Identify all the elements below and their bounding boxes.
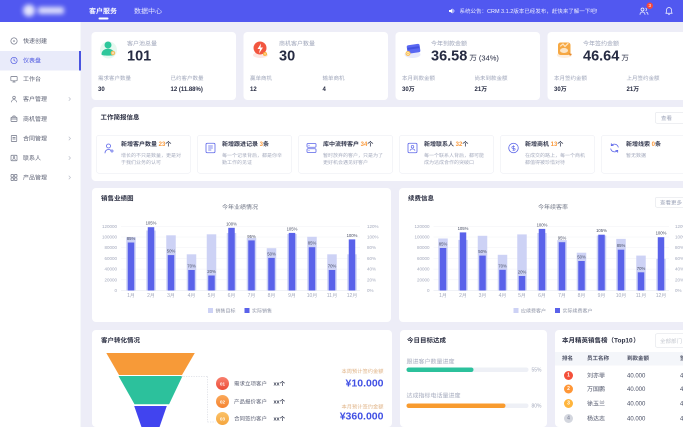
svg-text:60000: 60000	[417, 256, 430, 261]
svg-text:100%: 100%	[656, 231, 667, 236]
svg-text:85%: 85%	[439, 242, 448, 247]
svg-text:20%: 20%	[518, 270, 527, 275]
svg-text:40000: 40000	[104, 267, 117, 272]
svg-text:120%: 120%	[675, 224, 683, 229]
svg-text:50%: 50%	[267, 251, 276, 256]
svg-text:80%: 80%	[675, 245, 683, 250]
svg-text:40%: 40%	[675, 267, 683, 272]
svg-text:40000: 40000	[417, 267, 430, 272]
svg-text:120%: 120%	[367, 224, 379, 229]
svg-text:100%: 100%	[367, 235, 379, 240]
svg-text:02: 02	[220, 399, 226, 404]
svg-text:120000: 120000	[102, 224, 118, 229]
svg-text:105%: 105%	[287, 226, 298, 231]
svg-text:20000: 20000	[104, 277, 117, 282]
svg-text:50%: 50%	[478, 249, 487, 254]
svg-text:60%: 60%	[675, 256, 683, 261]
svg-text:85%: 85%	[617, 243, 626, 248]
svg-text:100%: 100%	[347, 233, 358, 238]
svg-text:0%: 0%	[367, 288, 374, 293]
svg-text:100000: 100000	[102, 235, 118, 240]
svg-text:50%: 50%	[577, 255, 586, 260]
svg-text:85%: 85%	[308, 241, 317, 246]
svg-text:0: 0	[427, 288, 430, 293]
svg-text:70%: 70%	[637, 266, 646, 271]
svg-text:80000: 80000	[417, 245, 430, 250]
svg-text:60%: 60%	[367, 256, 376, 261]
svg-text:20%: 20%	[675, 277, 683, 282]
svg-text:03: 03	[220, 416, 226, 421]
svg-text:105%: 105%	[146, 221, 157, 226]
svg-text:80%: 80%	[367, 245, 376, 250]
svg-text:70%: 70%	[498, 263, 507, 268]
svg-text:50%: 50%	[167, 249, 176, 254]
svg-text:95%: 95%	[247, 234, 256, 239]
svg-text:100%: 100%	[537, 222, 548, 227]
svg-text:20%: 20%	[207, 269, 216, 274]
svg-text:105%: 105%	[596, 228, 607, 233]
svg-text:40%: 40%	[367, 267, 376, 272]
svg-text:01: 01	[220, 381, 226, 386]
svg-text:60000: 60000	[104, 256, 117, 261]
svg-text:Y: Y	[264, 53, 267, 57]
svg-text:95%: 95%	[558, 236, 567, 241]
svg-text:70%: 70%	[328, 264, 337, 269]
svg-text:100%: 100%	[675, 235, 683, 240]
svg-text:0: 0	[114, 288, 117, 293]
svg-text:105%: 105%	[458, 226, 469, 231]
svg-text:20000: 20000	[417, 277, 430, 282]
svg-text:20%: 20%	[367, 277, 376, 282]
svg-text:85%: 85%	[127, 236, 136, 241]
svg-text:70%: 70%	[187, 264, 196, 269]
svg-text:0%: 0%	[675, 288, 682, 293]
svg-text:120000: 120000	[414, 224, 430, 229]
svg-text:100%: 100%	[226, 221, 237, 226]
svg-text:100000: 100000	[414, 235, 430, 240]
svg-text:80000: 80000	[104, 245, 117, 250]
